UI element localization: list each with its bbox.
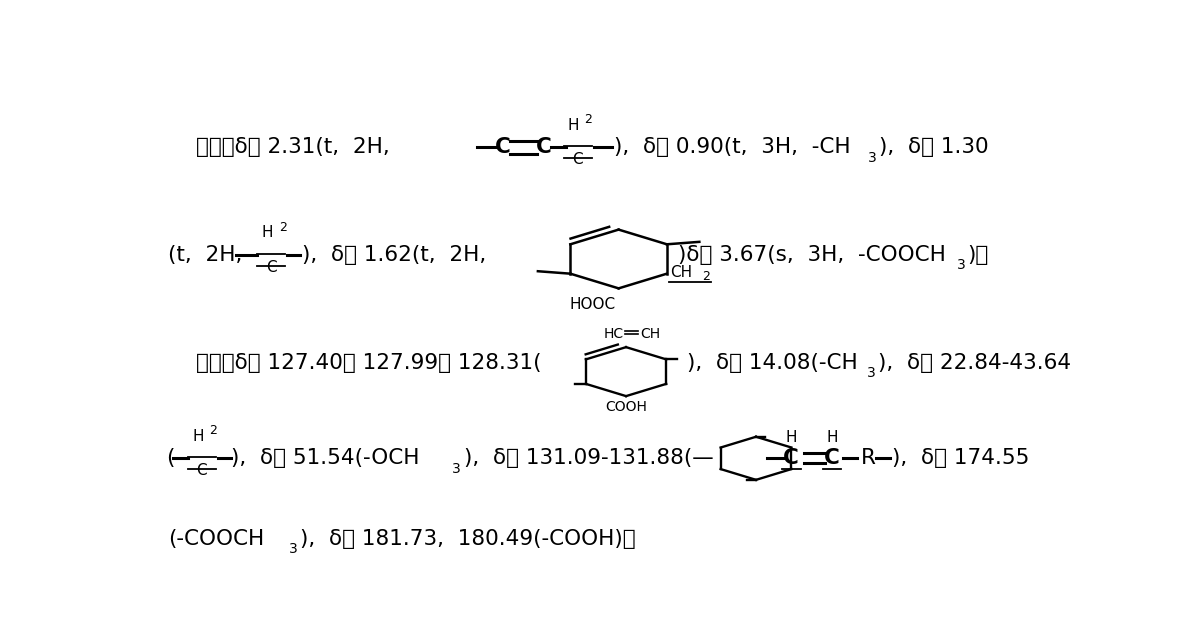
Text: )。: )。 xyxy=(968,245,990,265)
Text: H: H xyxy=(262,225,273,240)
Text: 2: 2 xyxy=(702,270,710,283)
Text: H: H xyxy=(193,429,204,444)
Text: 2: 2 xyxy=(585,113,592,127)
Text: 3: 3 xyxy=(453,462,461,476)
Text: ),  δ： 22.84-43.64: ), δ： 22.84-43.64 xyxy=(878,353,1071,373)
Text: (: ( xyxy=(167,448,175,468)
Text: 碳谱中δ： 127.40； 127.99； 128.31(: 碳谱中δ： 127.40； 127.99； 128.31( xyxy=(196,353,541,373)
Text: 2: 2 xyxy=(279,221,286,234)
Text: H: H xyxy=(827,430,837,445)
Text: C: C xyxy=(266,260,277,275)
Text: ),  δ： 131.09-131.88(—: ), δ： 131.09-131.88(— xyxy=(464,448,713,468)
Text: ),  δ： 14.08(-CH: ), δ： 14.08(-CH xyxy=(688,353,858,373)
Text: (-COOCH: (-COOCH xyxy=(168,529,265,549)
Text: C: C xyxy=(824,448,840,468)
Text: CH: CH xyxy=(671,265,692,280)
Text: 2: 2 xyxy=(210,424,217,437)
Text: 3: 3 xyxy=(867,151,876,165)
Text: ),  δ： 0.90(t,  3H,  -CH: ), δ： 0.90(t, 3H, -CH xyxy=(613,137,851,157)
Text: C: C xyxy=(495,137,510,157)
Text: ),  δ： 51.54(-OCH: ), δ： 51.54(-OCH xyxy=(231,448,420,468)
Text: R: R xyxy=(861,448,876,468)
Text: (t,  2H,: (t, 2H, xyxy=(168,245,256,265)
Text: 3: 3 xyxy=(866,366,876,380)
Text: CH: CH xyxy=(640,327,660,341)
Text: C: C xyxy=(573,152,583,167)
Text: C: C xyxy=(536,137,551,157)
Text: H: H xyxy=(786,430,797,445)
Text: ),  δ： 1.62(t,  2H,: ), δ： 1.62(t, 2H, xyxy=(302,245,500,265)
Text: HC: HC xyxy=(603,327,623,341)
Text: 氢谱中δ： 2.31(t,  2H,: 氢谱中δ： 2.31(t, 2H, xyxy=(196,137,404,157)
Text: C: C xyxy=(196,463,207,478)
Text: 3: 3 xyxy=(289,543,298,556)
Text: C: C xyxy=(783,448,799,468)
Text: 3: 3 xyxy=(956,258,966,272)
Text: COOH: COOH xyxy=(605,400,647,414)
Text: )δ： 3.67(s,  3H,  -COOCH: )δ： 3.67(s, 3H, -COOCH xyxy=(678,245,946,265)
Text: H: H xyxy=(568,118,579,133)
Text: ),  δ： 1.30: ), δ： 1.30 xyxy=(878,137,988,157)
Text: ),  δ： 181.73,  180.49(-COOH)。: ), δ： 181.73, 180.49(-COOH)。 xyxy=(301,529,636,549)
Text: ),  δ： 174.55: ), δ： 174.55 xyxy=(891,448,1029,468)
Text: HOOC: HOOC xyxy=(569,297,616,312)
